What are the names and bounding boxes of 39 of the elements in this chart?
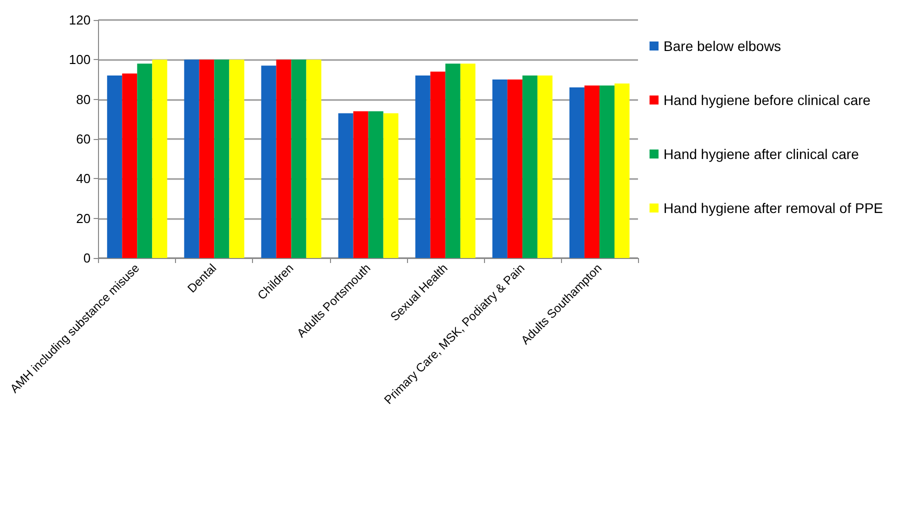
bar (199, 60, 214, 258)
bar (152, 60, 168, 258)
legend-label: Bare below elbows (664, 38, 782, 54)
bar (599, 85, 614, 258)
bar (415, 76, 430, 258)
bar (492, 80, 508, 258)
bar (306, 60, 322, 258)
legend-label: Hand hygiene before clinical care (664, 92, 871, 108)
bar (569, 87, 584, 258)
bar (430, 72, 446, 258)
bar (276, 60, 292, 258)
bar (137, 64, 152, 258)
bar (368, 111, 384, 258)
bar (584, 85, 600, 258)
legend-label: Hand hygiene after removal of PPE (664, 200, 884, 216)
bar (383, 113, 398, 258)
bar (261, 66, 276, 258)
bar (184, 60, 200, 258)
bar (214, 60, 230, 258)
bar (353, 111, 368, 258)
y-tick-label: 40 (76, 171, 91, 186)
bar (338, 113, 354, 258)
y-tick-label: 120 (68, 12, 91, 28)
bar (507, 80, 522, 258)
bar (537, 76, 552, 258)
bar (107, 76, 122, 258)
y-tick-label: 0 (83, 250, 91, 266)
bar (522, 76, 538, 258)
legend-label: Hand hygiene after clinical care (664, 146, 860, 162)
bar (229, 60, 244, 258)
bar (614, 83, 630, 258)
y-tick-label: 20 (76, 210, 91, 226)
y-tick-label: 100 (68, 52, 91, 68)
bar (291, 60, 306, 258)
bar (122, 74, 138, 258)
bar (460, 64, 476, 258)
bar (445, 64, 460, 258)
y-tick-label: 80 (76, 92, 91, 107)
y-tick-label: 60 (76, 132, 91, 146)
